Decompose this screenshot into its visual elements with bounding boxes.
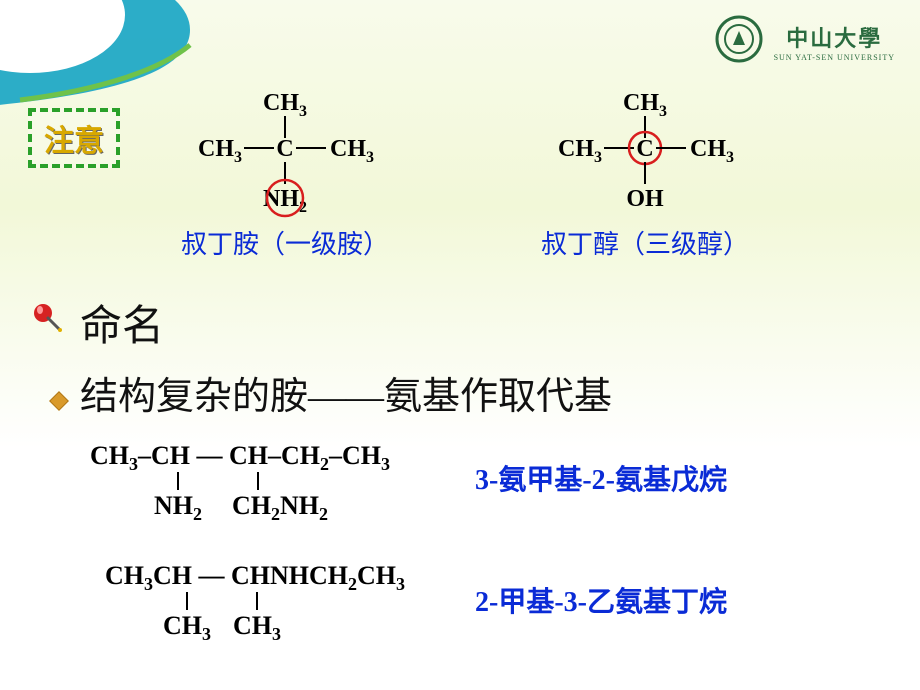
structure-1: CH3–CH — CH–CH2–CH3 NH2 CH2NH2	[90, 440, 450, 535]
note-callout: 注意	[28, 108, 120, 168]
structure-2-name: 2-甲基-3-乙氨基丁烷	[475, 580, 727, 620]
logo-seal-icon	[715, 15, 763, 63]
svg-text:CH3: CH3	[163, 611, 211, 644]
svg-text:CH3CH — CHNHCH2CH3: CH3CH — CHNHCH2CH3	[105, 561, 405, 594]
svg-text:CH3–CH — CH–CH2–CH3: CH3–CH — CH–CH2–CH3	[90, 441, 390, 474]
structure-1-name: 3-氨甲基-2-氨基戊烷	[475, 458, 727, 498]
svg-text:CH3: CH3	[233, 611, 281, 644]
logo-en-text: SUN YAT-SEN UNIVERSITY	[774, 53, 895, 62]
molecule-tert-butylamine: CH3 CH3 C CH3 NH2 叔丁胺（一级胺）	[170, 90, 400, 261]
structure-2: CH3CH — CHNHCH2CH3 CH3 CH3	[105, 560, 465, 655]
molecule-left-label: 叔丁胺（一级胺）	[170, 224, 400, 261]
svg-text:CH3: CH3	[623, 90, 667, 120]
section-subheading: 结构复杂的胺——氨基作取代基	[80, 365, 612, 420]
svg-text:C: C	[276, 136, 293, 162]
svg-text:CH3: CH3	[263, 90, 307, 120]
logo-cn-text: 中山大學	[774, 21, 895, 53]
svg-text:OH: OH	[626, 186, 664, 212]
section-heading: 命名	[80, 292, 164, 353]
svg-text:CH3: CH3	[558, 136, 602, 166]
molecule-tert-butanol: CH3 CH3 C CH3 OH 叔丁醇（三级醇）	[530, 90, 760, 261]
molecule-right-label: 叔丁醇（三级醇）	[530, 224, 760, 261]
svg-text:CH3: CH3	[330, 136, 374, 166]
svg-text:NH2: NH2	[154, 491, 202, 524]
svg-text:CH3: CH3	[198, 136, 242, 166]
svg-text:CH3: CH3	[690, 136, 734, 166]
university-logo: 中山大學 SUN YAT-SEN UNIVERSITY	[715, 15, 895, 68]
svg-text:CH2NH2: CH2NH2	[232, 491, 328, 524]
pushpin-icon	[30, 300, 64, 334]
svg-text:C: C	[636, 136, 653, 162]
bullet-diamond-icon	[49, 391, 69, 411]
